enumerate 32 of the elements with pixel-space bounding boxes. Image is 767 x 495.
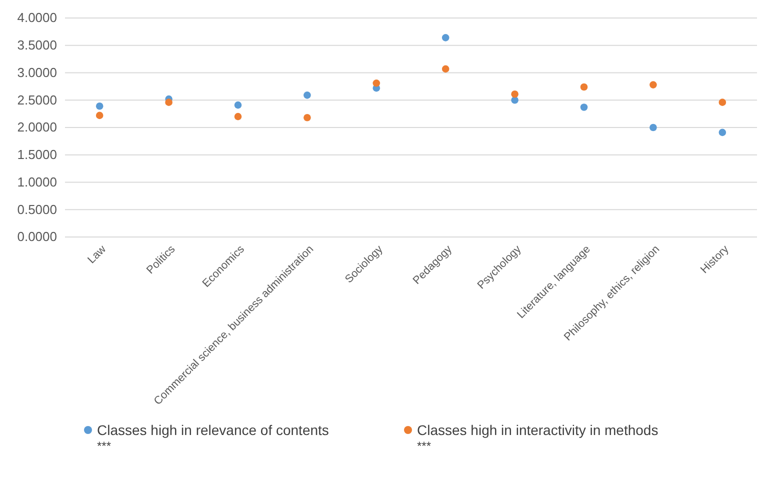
y-tick-label: 0.0000: [17, 229, 57, 244]
point: [718, 128, 726, 136]
point: [96, 112, 104, 120]
point: [580, 83, 588, 91]
point: [511, 90, 518, 98]
point: [165, 98, 172, 106]
y-tick-label: 2.5000: [17, 92, 57, 108]
point: [442, 65, 450, 73]
point: [372, 80, 380, 87]
y-tick-label: 3.0000: [17, 64, 57, 80]
legend-label: Classes high in relevance of contents: [97, 422, 329, 438]
point: [718, 98, 726, 106]
y-tick-label: 1.5000: [17, 147, 57, 162]
y-tick-label: 4.0000: [17, 10, 57, 26]
point: [511, 96, 518, 104]
point: [304, 114, 311, 122]
legend-label: Classes high in interactivity in methods: [417, 422, 658, 438]
y-tick-label: 1.0000: [17, 174, 57, 190]
point: [442, 34, 450, 42]
point: [304, 92, 311, 99]
y-tick-label: 0.5000: [17, 202, 57, 217]
x-tick-label: Law: [86, 243, 108, 266]
text: ***: [417, 439, 432, 453]
y-tick-label: 2.0000: [17, 120, 57, 135]
text: ***: [97, 439, 112, 453]
point: [234, 101, 242, 109]
point: [580, 104, 588, 111]
y-tick-label: 3.5000: [17, 38, 57, 53]
point: [650, 124, 657, 132]
point: [96, 102, 104, 110]
point: [650, 81, 657, 88]
point: [234, 112, 242, 120]
